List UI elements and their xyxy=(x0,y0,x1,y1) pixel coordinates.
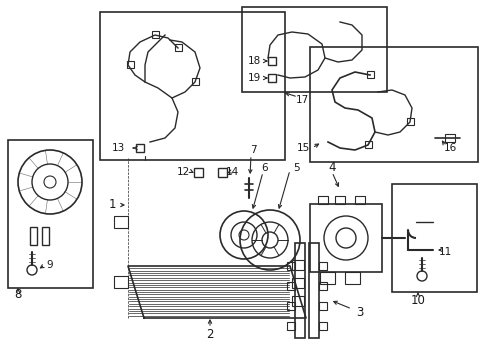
Bar xyxy=(286,282,294,290)
Bar xyxy=(42,227,49,245)
Bar xyxy=(318,262,326,270)
Text: 9: 9 xyxy=(46,260,53,270)
Bar xyxy=(406,118,413,125)
Text: 3: 3 xyxy=(356,306,363,319)
Bar xyxy=(366,71,373,78)
Bar xyxy=(354,196,364,204)
Bar xyxy=(334,196,345,204)
Bar xyxy=(318,302,326,310)
Bar xyxy=(308,243,318,338)
Bar xyxy=(391,184,476,292)
Bar xyxy=(309,47,477,162)
Bar xyxy=(286,262,294,270)
Text: 19: 19 xyxy=(247,73,260,83)
Text: 17: 17 xyxy=(295,95,308,105)
Bar xyxy=(291,260,304,270)
Bar xyxy=(364,141,371,148)
Text: 11: 11 xyxy=(437,247,451,257)
Bar xyxy=(175,44,182,51)
Bar xyxy=(136,144,143,152)
Bar xyxy=(192,78,199,85)
Bar xyxy=(100,12,285,160)
Bar xyxy=(114,216,128,228)
Text: 12: 12 xyxy=(176,167,189,177)
Bar xyxy=(291,278,304,288)
Bar xyxy=(114,276,128,288)
Bar xyxy=(294,243,305,338)
Bar xyxy=(286,302,294,310)
Bar xyxy=(152,31,159,38)
Text: 4: 4 xyxy=(327,162,335,175)
Text: 13: 13 xyxy=(111,143,124,153)
Bar xyxy=(286,322,294,330)
Bar xyxy=(267,74,275,82)
Bar xyxy=(318,282,326,290)
Bar xyxy=(8,140,93,288)
Bar xyxy=(218,168,226,177)
Bar xyxy=(291,296,304,306)
Text: 6: 6 xyxy=(261,163,268,173)
Bar xyxy=(309,204,381,272)
Bar xyxy=(242,7,386,92)
Bar xyxy=(317,196,327,204)
Text: 16: 16 xyxy=(443,143,456,153)
Text: 15: 15 xyxy=(296,143,309,153)
Bar xyxy=(444,134,454,142)
Text: 2: 2 xyxy=(206,328,213,342)
Bar xyxy=(267,57,275,65)
Bar xyxy=(194,168,203,177)
Bar xyxy=(345,272,359,284)
Text: 7: 7 xyxy=(249,145,256,155)
Text: 1: 1 xyxy=(108,198,116,211)
Text: 10: 10 xyxy=(410,293,425,306)
Text: 8: 8 xyxy=(14,288,21,301)
Bar xyxy=(30,227,37,245)
Bar xyxy=(319,272,334,284)
Text: 5: 5 xyxy=(292,163,299,173)
Text: 14: 14 xyxy=(225,167,238,177)
Text: 18: 18 xyxy=(247,56,260,66)
Bar xyxy=(318,322,326,330)
Bar xyxy=(127,61,134,68)
